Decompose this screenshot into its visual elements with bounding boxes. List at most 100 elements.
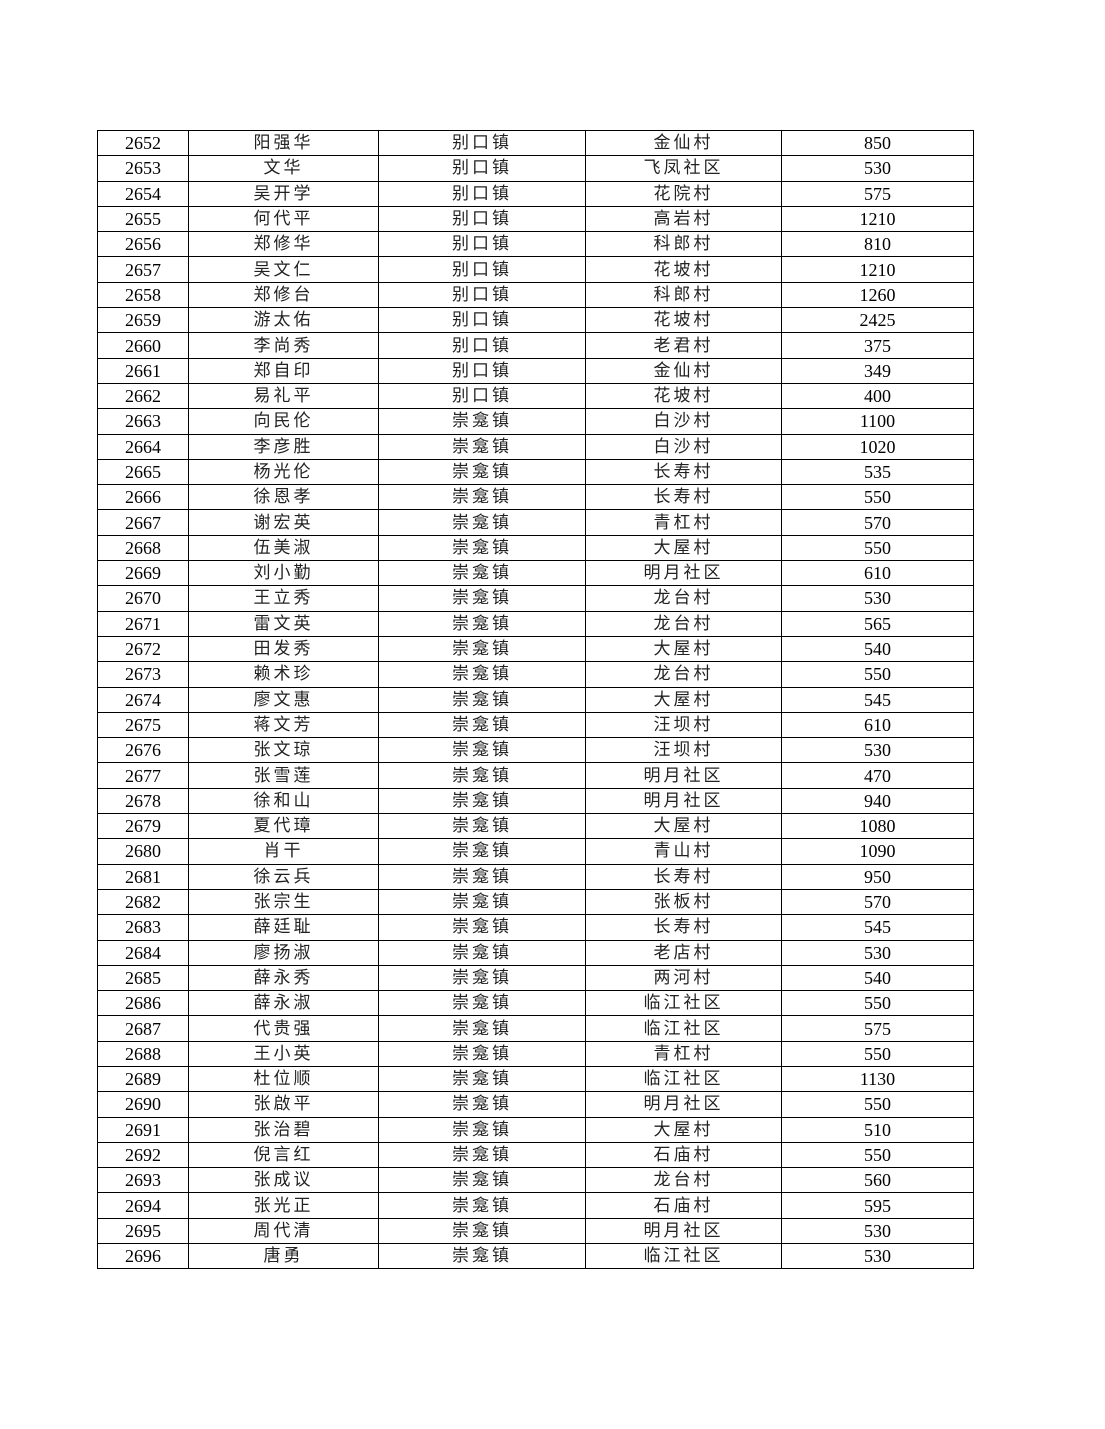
town-cell: 崇龛镇 <box>378 813 586 840</box>
village-cell: 青杠村 <box>585 1040 782 1067</box>
village-cell: 金仙村 <box>585 129 782 157</box>
amount-cell: 610 <box>781 560 974 587</box>
name-cell: 吴开学 <box>188 180 379 207</box>
table-row: 2676 张文琼 崇龛镇 汪坝村 530 <box>97 737 974 764</box>
row-number-cell: 2663 <box>97 408 189 435</box>
town-cell: 崇龛镇 <box>378 711 586 739</box>
name-cell: 赖术珍 <box>188 661 379 688</box>
name-cell: 郑自印 <box>188 357 379 384</box>
amount-cell: 545 <box>781 686 974 713</box>
table-body: 2652 阳强华 别口镇 金仙村 850 2653 文华 别口镇 飞凤社区 530 2654 吴开学别… <box>97 129 974 1270</box>
town-cell: 崇龛镇 <box>378 1192 586 1219</box>
town-cell: 崇龛镇 <box>378 408 586 435</box>
name-cell: 薛永秀 <box>188 964 379 992</box>
village-cell: 老店村 <box>585 939 782 966</box>
amount-cell: 850 <box>781 129 974 157</box>
town-cell: 别口镇 <box>378 382 586 410</box>
row-number-cell: 2668 <box>97 534 189 562</box>
table-row: 2679 夏代璋 崇龛镇 大屋村 1080 <box>97 813 974 840</box>
row-number-cell: 2692 <box>97 1141 189 1169</box>
amount-cell: 595 <box>781 1192 974 1219</box>
table-row: 2665 杨光伦 崇龛镇 长寿村 535 <box>97 458 974 486</box>
village-cell: 明月社区 <box>585 762 782 789</box>
village-cell: 高岩村 <box>585 205 782 233</box>
village-cell: 长寿村 <box>585 458 782 486</box>
town-cell: 别口镇 <box>378 281 586 309</box>
village-cell: 明月社区 <box>585 1091 782 1118</box>
table-row: 2688 王小英 崇龛镇 青杠村 550 <box>97 1040 974 1067</box>
row-number-cell: 2670 <box>97 585 189 612</box>
amount-cell: 540 <box>781 964 974 992</box>
village-cell: 临江社区 <box>585 1243 782 1270</box>
village-cell: 汪坝村 <box>585 711 782 739</box>
table-row: 2683 薛廷耻 崇龛镇 长寿村 545 <box>97 914 974 941</box>
village-cell: 龙台村 <box>585 1167 782 1194</box>
town-cell: 崇龛镇 <box>378 1217 586 1245</box>
name-cell: 杜位顺 <box>188 1065 379 1093</box>
village-cell: 花坡村 <box>585 307 782 334</box>
name-cell: 代贵强 <box>188 1015 379 1042</box>
village-cell: 大屋村 <box>585 686 782 713</box>
town-cell: 崇龛镇 <box>378 990 586 1017</box>
village-cell: 白沙村 <box>585 408 782 435</box>
table-row: 2666 徐恩孝 崇龛镇 长寿村 550 <box>97 484 974 511</box>
amount-cell: 530 <box>781 585 974 612</box>
row-number-cell: 2676 <box>97 737 189 764</box>
town-cell: 崇龛镇 <box>378 1167 586 1194</box>
name-cell: 文华 <box>188 155 379 182</box>
table-row: 2662 易礼平 别口镇 花坡村 400 <box>97 382 974 410</box>
row-number-cell: 2672 <box>97 635 189 663</box>
row-number-cell: 2693 <box>97 1167 189 1194</box>
village-cell: 老君村 <box>585 332 782 359</box>
amount-cell: 1100 <box>781 408 974 435</box>
name-cell: 徐云兵 <box>188 863 379 890</box>
amount-cell: 545 <box>781 914 974 941</box>
data-table: 2652 阳强华 别口镇 金仙村 850 2653 文华 别口镇 飞凤社区 530 2654 吴开学别… <box>97 129 974 1270</box>
row-number-cell: 2684 <box>97 939 189 966</box>
row-number-cell: 2679 <box>97 813 189 840</box>
row-number-cell: 2678 <box>97 787 189 815</box>
village-cell: 飞凤社区 <box>585 155 782 182</box>
amount-cell: 1080 <box>781 813 974 840</box>
amount-cell: 550 <box>781 1091 974 1118</box>
village-cell: 青山村 <box>585 838 782 865</box>
town-cell: 崇龛镇 <box>378 661 586 688</box>
table-row: 2654 吴开学 别口镇 花院村 575 <box>97 180 974 207</box>
row-number-cell: 2654 <box>97 180 189 207</box>
name-cell: 徐恩孝 <box>188 484 379 511</box>
amount-cell: 810 <box>781 231 974 258</box>
amount-cell: 530 <box>781 1243 974 1270</box>
table-row: 2684 廖扬淑 崇龛镇 老店村 530 <box>97 939 974 966</box>
table-row: 2678 徐和山 崇龛镇 明月社区 940 <box>97 787 974 815</box>
amount-cell: 550 <box>781 661 974 688</box>
village-cell: 龙台村 <box>585 585 782 612</box>
name-cell: 李尚秀 <box>188 332 379 359</box>
town-cell: 别口镇 <box>378 256 586 283</box>
village-cell: 花院村 <box>585 180 782 207</box>
table-row: 2668 伍美淑 崇龛镇 大屋村 550 <box>97 534 974 562</box>
amount-cell: 375 <box>781 332 974 359</box>
row-number-cell: 2667 <box>97 509 189 536</box>
amount-cell: 1210 <box>781 205 974 233</box>
row-number-cell: 2664 <box>97 433 189 460</box>
amount-cell: 575 <box>781 180 974 207</box>
name-cell: 伍美淑 <box>188 534 379 562</box>
row-number-cell: 2673 <box>97 661 189 688</box>
name-cell: 张光正 <box>188 1192 379 1219</box>
amount-cell: 550 <box>781 990 974 1017</box>
row-number-cell: 2661 <box>97 357 189 384</box>
name-cell: 郑修台 <box>188 281 379 309</box>
village-cell: 大屋村 <box>585 1116 782 1143</box>
name-cell: 薛永淑 <box>188 990 379 1017</box>
row-number-cell: 2658 <box>97 281 189 309</box>
village-cell: 科郎村 <box>585 231 782 258</box>
amount-cell: 1210 <box>781 256 974 283</box>
table-row: 2695 周代清 崇龛镇 明月社区 530 <box>97 1217 974 1245</box>
town-cell: 崇龛镇 <box>378 610 586 637</box>
amount-cell: 530 <box>781 155 974 182</box>
town-cell: 崇龛镇 <box>378 914 586 941</box>
town-cell: 别口镇 <box>378 231 586 258</box>
table-row: 2673 赖术珍 崇龛镇 龙台村 550 <box>97 661 974 688</box>
amount-cell: 950 <box>781 863 974 890</box>
name-cell: 周代清 <box>188 1217 379 1245</box>
